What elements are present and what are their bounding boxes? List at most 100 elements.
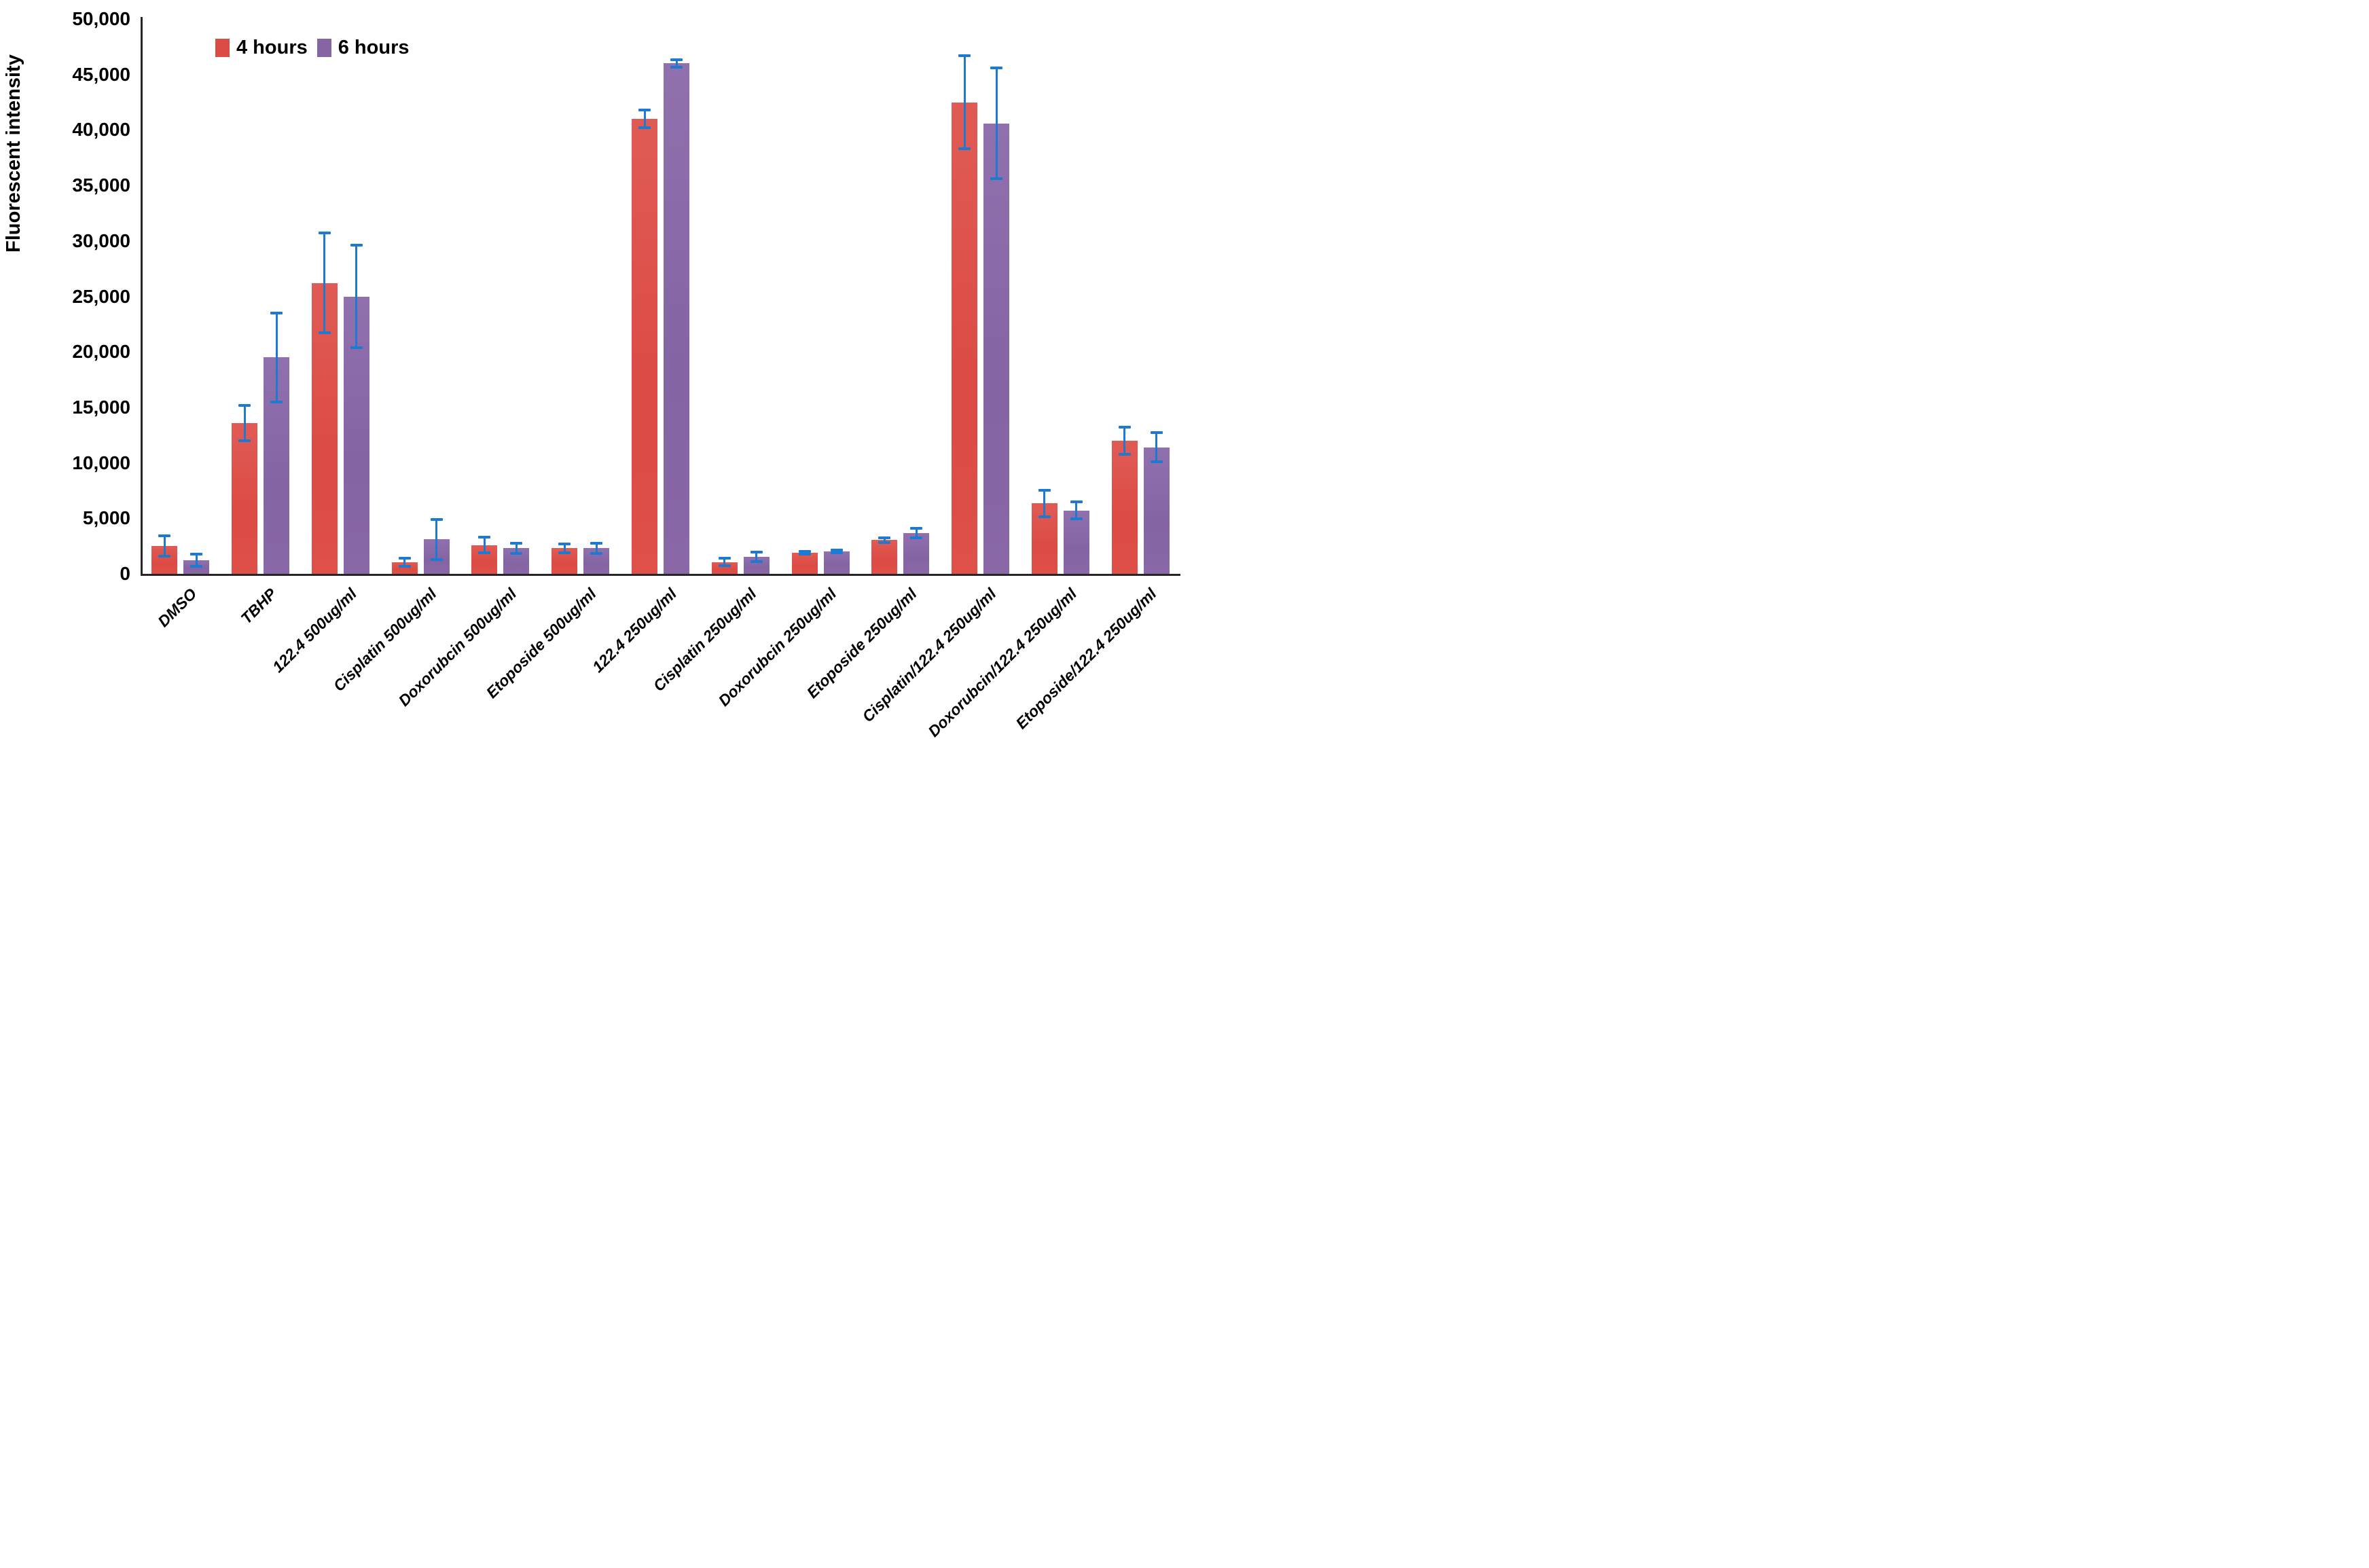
- y-tick-label: 45,000: [72, 63, 130, 85]
- bar-6-hours: [664, 63, 689, 574]
- error-bar-line: [483, 537, 486, 553]
- error-bar-cap-top: [318, 232, 331, 235]
- error-bar-cap-bottom: [190, 564, 203, 568]
- x-axis-label: Cisplatin/122.4 250ug/ml: [858, 585, 1000, 726]
- error-bar-cap-top: [798, 549, 811, 553]
- bar-6-hours: [903, 533, 930, 574]
- error-bar-cap-top: [830, 549, 843, 552]
- error-bar-line: [515, 543, 518, 553]
- legend-item-6-hours: 6 hours: [317, 38, 410, 58]
- y-tick-label: 20,000: [72, 341, 130, 363]
- error-bar-line: [595, 543, 598, 553]
- error-bar-line: [403, 558, 406, 566]
- error-bar-line: [643, 109, 646, 128]
- error-bar-line: [163, 536, 166, 556]
- x-axis-label: Doxorubcin/122.4 250ug/ml: [924, 585, 1080, 740]
- error-bar-cap-bottom: [718, 564, 731, 568]
- error-bar-cap-top: [590, 542, 603, 545]
- y-tick-label: 0: [120, 563, 130, 584]
- error-bar-cap-top: [1070, 500, 1083, 504]
- error-bar-line: [195, 553, 198, 566]
- error-bar-line: [1155, 433, 1158, 462]
- legend-swatch-4-hours: [215, 39, 230, 57]
- error-bar-line: [275, 313, 278, 402]
- error-bar-cap-top: [1038, 488, 1051, 492]
- y-tick-label: 25,000: [72, 285, 130, 307]
- bar-4-hours: [791, 552, 818, 574]
- y-tick-label: 50,000: [72, 8, 130, 29]
- error-bar-line: [723, 558, 726, 566]
- error-bar-cap-bottom: [350, 346, 363, 350]
- bar-6-hours: [1063, 510, 1089, 574]
- y-tick-label: 35,000: [72, 175, 130, 196]
- error-bar-cap-top: [990, 66, 1003, 69]
- error-bar-cap-top: [270, 312, 283, 314]
- error-bar-cap-top: [638, 108, 651, 111]
- error-bar-line: [675, 59, 678, 68]
- error-bar-cap-bottom: [318, 331, 331, 335]
- error-bar-cap-top: [1118, 426, 1131, 429]
- error-bar-cap-top: [910, 527, 923, 530]
- bar-4-hours: [632, 119, 657, 574]
- error-bar-line: [355, 244, 358, 348]
- error-bar-line: [1075, 502, 1078, 519]
- error-bar-cap-bottom: [878, 541, 891, 544]
- error-bar-cap-top: [510, 542, 523, 545]
- error-bar-line: [1123, 427, 1126, 454]
- error-bar-cap-bottom: [1150, 460, 1163, 463]
- y-axis-title: Fluorescent intensity: [3, 54, 24, 253]
- error-bar-line: [243, 405, 246, 441]
- error-bar-cap-top: [958, 54, 971, 57]
- error-bar-cap-top: [430, 517, 443, 521]
- error-bar-cap-bottom: [750, 560, 763, 563]
- y-tick-label: 5,000: [82, 507, 130, 529]
- error-bar-line: [435, 519, 438, 560]
- legend-item-4-hours: 4 hours: [215, 38, 308, 58]
- error-bar-cap-bottom: [510, 551, 523, 555]
- error-bar-cap-bottom: [830, 551, 843, 555]
- error-bar-cap-bottom: [478, 551, 491, 554]
- y-tick-label: 30,000: [72, 230, 130, 251]
- error-bar-cap-top: [398, 557, 411, 560]
- error-bar-cap-bottom: [238, 439, 251, 442]
- error-bar-cap-bottom: [590, 551, 603, 555]
- error-bar-line: [963, 55, 966, 149]
- error-bar-cap-bottom: [1118, 452, 1131, 456]
- error-bar-line: [1043, 490, 1046, 517]
- error-bar-cap-bottom: [1070, 517, 1083, 521]
- error-bar-cap-bottom: [798, 553, 811, 556]
- bar-4-hours: [711, 562, 738, 574]
- error-bar-cap-bottom: [558, 551, 571, 554]
- x-axis-label: 122.4 250ug/ml: [588, 585, 680, 676]
- y-axis-line: [141, 17, 143, 576]
- error-bar-cap-top: [670, 58, 683, 61]
- error-bar-cap-bottom: [670, 66, 683, 69]
- bar-6-hours: [1143, 447, 1170, 574]
- y-tick-label: 15,000: [72, 396, 130, 418]
- x-axis-label: TBHP: [237, 585, 281, 627]
- x-axis-label: DMSO: [154, 585, 200, 631]
- error-bar-line: [803, 551, 806, 555]
- error-bar-cap-bottom: [430, 558, 443, 561]
- error-bar-cap-bottom: [910, 536, 923, 540]
- bar-4-hours: [1111, 440, 1138, 574]
- error-bar-cap-top: [750, 550, 763, 553]
- error-bar-cap-top: [238, 403, 251, 407]
- y-tick-label: 40,000: [72, 119, 130, 141]
- bar-4-hours: [871, 540, 898, 574]
- error-bar-line: [995, 67, 998, 179]
- x-axis-label: Etoposide/122.4 250ug/ml: [1012, 585, 1160, 733]
- x-axis-label: 122.4 500ug/ml: [268, 585, 360, 676]
- bar-6-hours: [823, 551, 850, 574]
- error-bar-cap-bottom: [270, 400, 283, 403]
- error-bar-cap-top: [158, 534, 171, 538]
- bar-4-hours: [232, 422, 258, 574]
- legend-swatch-6-hours: [317, 39, 331, 57]
- error-bar-cap-top: [1150, 431, 1163, 435]
- error-bar-cap-bottom: [638, 126, 651, 130]
- legend-label-6-hours: 6 hours: [338, 37, 410, 58]
- error-bar-cap-top: [718, 557, 731, 560]
- error-bar-cap-top: [558, 542, 571, 545]
- bar-chart-figure: Fluorescent intensity 4 hours 6 hours 0 5…: [0, 0, 1184, 784]
- error-bar-line: [755, 551, 758, 562]
